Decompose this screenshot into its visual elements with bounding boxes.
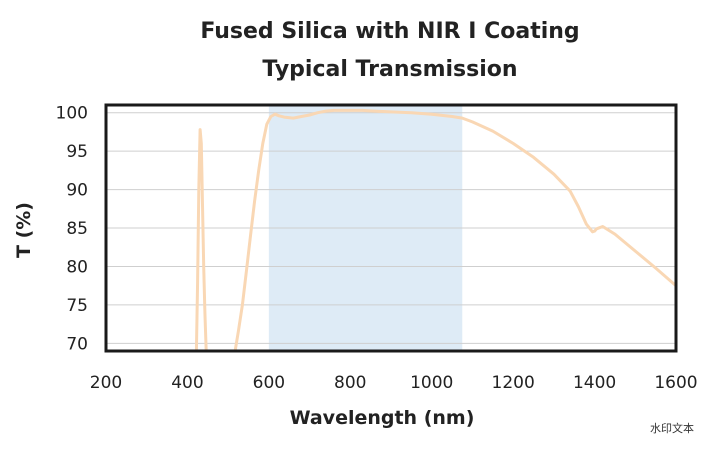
- x-tick-label: 1600: [654, 373, 697, 393]
- chart-subtitle: Typical Transmission: [262, 57, 517, 82]
- x-tick-label: 600: [253, 373, 285, 393]
- y-tick-label: 85: [66, 219, 88, 239]
- series-lines: [194, 108, 678, 353]
- y-tick-label: 95: [66, 142, 88, 162]
- plot-frame: [104, 103, 678, 353]
- y-tick-label: 90: [66, 181, 88, 201]
- x-tick-label: 800: [334, 373, 366, 393]
- x-tick-labels: 200 400 600 800 1000 1200 1400 1600: [90, 373, 698, 393]
- y-tick-label: 100: [56, 104, 88, 124]
- chart-title: Fused Silica with NIR I Coating: [200, 19, 579, 44]
- y-axis-label: T (%): [13, 202, 35, 258]
- y-tick-label: 75: [66, 296, 88, 316]
- x-tick-label: 1400: [573, 373, 616, 393]
- x-tick-label: 400: [171, 373, 203, 393]
- grid-lines: [106, 112, 676, 344]
- y-tick-label: 80: [66, 257, 88, 277]
- x-tick-label: 200: [90, 373, 122, 393]
- watermark-text: 水印文本: [650, 421, 694, 435]
- transmission-line-segment-1: [194, 128, 208, 353]
- transmission-line-segment-2: [233, 108, 678, 353]
- x-tick-label: 1200: [492, 373, 535, 393]
- x-axis-label: Wavelength (nm): [290, 407, 475, 429]
- y-tick-label: 70: [66, 334, 88, 354]
- y-tick-labels: 70 75 80 85 90 95 100: [56, 104, 88, 355]
- x-tick-label: 1000: [410, 373, 453, 393]
